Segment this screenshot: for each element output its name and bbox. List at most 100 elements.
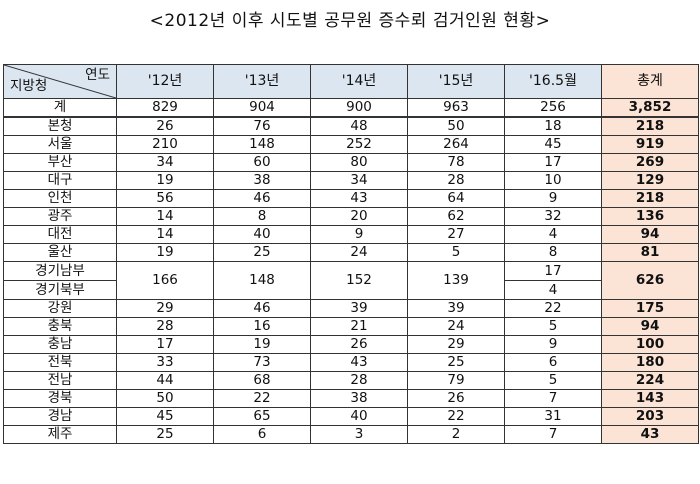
region-cell: 경기남부 xyxy=(3,261,117,281)
header-row: 연도 지방청 '12년 '13년 '14년 '15년 '16.5월 총계 xyxy=(3,64,699,99)
total-cell: 175 xyxy=(601,299,699,318)
value-cell: 73 xyxy=(213,353,311,372)
value-cell: 19 xyxy=(116,243,214,262)
value-cell: 10 xyxy=(504,171,602,190)
total-cell: 218 xyxy=(601,116,699,136)
value-cell: 17 xyxy=(116,335,214,354)
table-row: 대전 14 40 9 27 4 94 xyxy=(3,225,699,244)
value-cell: 34 xyxy=(116,153,214,172)
value-cell: 8 xyxy=(504,243,602,262)
value-cell: 152 xyxy=(310,261,408,300)
total-cell: 224 xyxy=(601,371,699,390)
value-cell: 210 xyxy=(116,135,214,154)
table-row: 제주 25 6 3 2 7 43 xyxy=(3,425,699,444)
total-cell: 626 xyxy=(601,261,699,300)
value-cell: 50 xyxy=(116,389,214,408)
value-cell: 79 xyxy=(407,371,505,390)
region-cell: 계 xyxy=(3,98,117,118)
value-cell: 148 xyxy=(213,261,311,300)
value-cell: 45 xyxy=(116,407,214,426)
value-cell: 17 xyxy=(504,153,602,172)
value-cell: 26 xyxy=(407,389,505,408)
value-cell: 256 xyxy=(504,98,602,118)
value-cell: 2 xyxy=(407,425,505,444)
value-cell: 76 xyxy=(213,116,311,136)
region-cell: 제주 xyxy=(3,425,117,444)
column-header-2012: '12년 xyxy=(116,64,214,99)
column-header-2014: '14년 xyxy=(310,64,408,99)
column-header-2015: '15년 xyxy=(407,64,505,99)
table-row: 서울 210 148 252 264 45 919 xyxy=(3,135,699,154)
value-cell: 64 xyxy=(407,189,505,208)
region-cell: 강원 xyxy=(3,299,117,318)
corner-region-label: 지방청 xyxy=(10,78,48,94)
table-row: 광주 14 8 20 62 32 136 xyxy=(3,207,699,226)
value-cell: 43 xyxy=(310,189,408,208)
region-cell: 서울 xyxy=(3,135,117,154)
table-row: 계 829 904 900 963 256 3,852 xyxy=(3,98,699,118)
column-header-2016-may: '16.5월 xyxy=(504,64,602,99)
value-cell: 78 xyxy=(407,153,505,172)
value-cell: 60 xyxy=(213,153,311,172)
value-cell: 5 xyxy=(504,317,602,336)
total-cell: 3,852 xyxy=(601,98,699,118)
value-cell: 56 xyxy=(116,189,214,208)
value-cell: 139 xyxy=(407,261,505,300)
region-cell: 충북 xyxy=(3,317,117,336)
value-cell: 14 xyxy=(116,225,214,244)
value-cell: 19 xyxy=(213,335,311,354)
value-cell: 50 xyxy=(407,116,505,136)
region-cell: 전북 xyxy=(3,353,117,372)
table-row: 경남 45 65 40 22 31 203 xyxy=(3,407,699,426)
region-cell: 울산 xyxy=(3,243,117,262)
value-cell: 44 xyxy=(116,371,214,390)
value-cell: 24 xyxy=(407,317,505,336)
value-cell: 80 xyxy=(310,153,408,172)
value-cell: 5 xyxy=(504,371,602,390)
table-row: 전남 44 68 28 79 5 224 xyxy=(3,371,699,390)
table-row: 부산 34 60 80 78 17 269 xyxy=(3,153,699,172)
total-cell: 100 xyxy=(601,335,699,354)
total-cell: 269 xyxy=(601,153,699,172)
value-cell: 252 xyxy=(310,135,408,154)
value-cell: 46 xyxy=(213,299,311,318)
region-cell: 대구 xyxy=(3,171,117,190)
column-header-total: 총계 xyxy=(601,64,699,99)
value-cell: 39 xyxy=(310,299,408,318)
region-cell: 전남 xyxy=(3,371,117,390)
total-cell: 143 xyxy=(601,389,699,408)
region-cell: 경남 xyxy=(3,407,117,426)
region-cell: 인천 xyxy=(3,189,117,208)
total-cell: 43 xyxy=(601,425,699,444)
value-cell: 20 xyxy=(310,207,408,226)
value-cell: 27 xyxy=(407,225,505,244)
total-cell: 203 xyxy=(601,407,699,426)
value-cell: 7 xyxy=(504,425,602,444)
table-row: 경북 50 22 38 26 7 143 xyxy=(3,389,699,408)
table-row: 인천 56 46 43 64 9 218 xyxy=(3,189,699,208)
value-cell: 39 xyxy=(407,299,505,318)
corner-header: 연도 지방청 xyxy=(3,64,117,99)
table-row: 울산 19 25 24 5 8 81 xyxy=(3,243,699,262)
value-cell: 45 xyxy=(504,135,602,154)
value-cell: 8 xyxy=(213,207,311,226)
value-cell: 14 xyxy=(116,207,214,226)
table-row-gyeonggi-north: 경기북부 4 xyxy=(3,280,699,300)
table-row-gyeonggi-south: 경기남부 166 148 152 139 17 626 xyxy=(3,261,699,300)
value-cell: 9 xyxy=(504,335,602,354)
value-cell: 62 xyxy=(407,207,505,226)
total-cell: 180 xyxy=(601,353,699,372)
value-cell: 25 xyxy=(213,243,311,262)
value-cell: 22 xyxy=(407,407,505,426)
value-cell: 38 xyxy=(213,171,311,190)
value-cell: 4 xyxy=(504,225,602,244)
value-cell: 16 xyxy=(213,317,311,336)
total-cell: 218 xyxy=(601,189,699,208)
value-cell: 46 xyxy=(213,189,311,208)
value-cell: 6 xyxy=(504,353,602,372)
value-cell: 21 xyxy=(310,317,408,336)
value-cell: 26 xyxy=(116,116,214,136)
value-cell: 3 xyxy=(310,425,408,444)
value-cell: 148 xyxy=(213,135,311,154)
value-cell: 22 xyxy=(504,299,602,318)
